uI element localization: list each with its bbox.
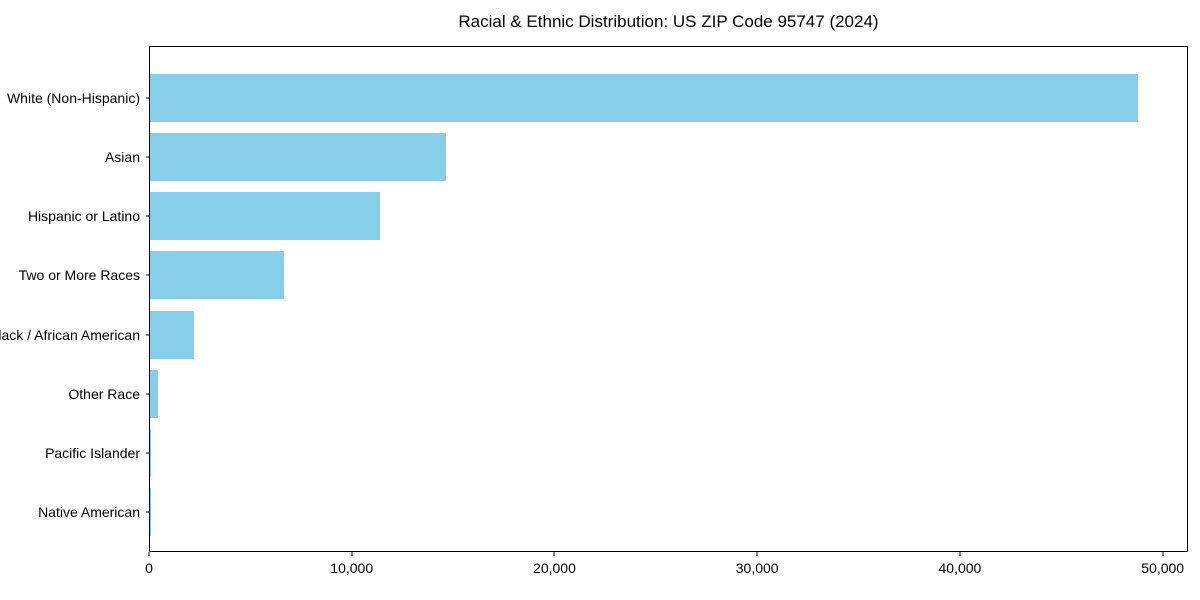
y-tick-mark	[146, 156, 150, 158]
bar-row: Other Race	[68, 364, 1187, 423]
category-label: Hispanic or Latino	[27, 208, 140, 225]
bar	[150, 73, 1138, 122]
bar	[150, 310, 194, 359]
bar	[150, 251, 285, 300]
category-label: Native American	[38, 504, 140, 521]
bar-row: Pacific Islander	[45, 424, 1187, 483]
x-tick-mark	[1162, 552, 1164, 556]
category-label: White (Non-Hispanic)	[6, 89, 140, 106]
x-tick-mark	[553, 552, 555, 556]
y-tick-mark	[146, 274, 150, 276]
bar-row: Native American	[38, 483, 1187, 542]
bar-row: Asian	[105, 127, 1187, 186]
bar-row: Black / African American	[0, 305, 1187, 364]
bar-row: White (Non-Hispanic)	[7, 68, 1187, 127]
x-tick-label: 30,000	[735, 560, 779, 576]
chart-title: Racial & Ethnic Distribution: US ZIP Cod…	[458, 12, 879, 31]
category-label: Black / African American	[0, 326, 140, 343]
plot-area: White (Non-Hispanic) Asian Hispanic or Lat…	[0, 46, 1188, 552]
bar	[150, 429, 152, 478]
category-label: Asian	[104, 148, 140, 165]
x-tick-label: 40,000	[938, 560, 982, 576]
x-tick-mark	[351, 552, 353, 556]
y-tick-mark	[146, 393, 150, 395]
x-tick-label: 20,000	[533, 560, 576, 576]
bar	[150, 369, 159, 418]
category-label: Pacific Islander	[45, 445, 140, 462]
x-tick-label: 10,000	[330, 560, 374, 576]
x-tick-mark	[959, 552, 961, 556]
y-tick-mark	[146, 97, 150, 99]
y-tick-mark	[146, 452, 150, 454]
bar	[150, 132, 447, 181]
y-tick-mark	[146, 215, 150, 217]
bar	[150, 192, 381, 241]
y-tick-mark	[146, 511, 150, 513]
bar-row: Two or More Races	[19, 246, 1187, 305]
y-tick-mark	[146, 334, 150, 336]
category-label: Two or More Races	[18, 267, 140, 284]
x-tick-label: 50,000	[1141, 560, 1185, 576]
x-tick-mark	[148, 552, 150, 556]
bar-rows: White (Non-Hispanic) Asian Hispanic or Lat…	[0, 47, 1187, 551]
x-axis: 0 10,000 20,000 30,000 40,000 50,000	[145, 552, 1188, 582]
bar-row: Hispanic or Latino	[28, 187, 1187, 246]
x-tick-mark	[756, 552, 758, 556]
x-tick-label: 0	[145, 560, 153, 576]
category-label: Other Race	[68, 385, 140, 402]
